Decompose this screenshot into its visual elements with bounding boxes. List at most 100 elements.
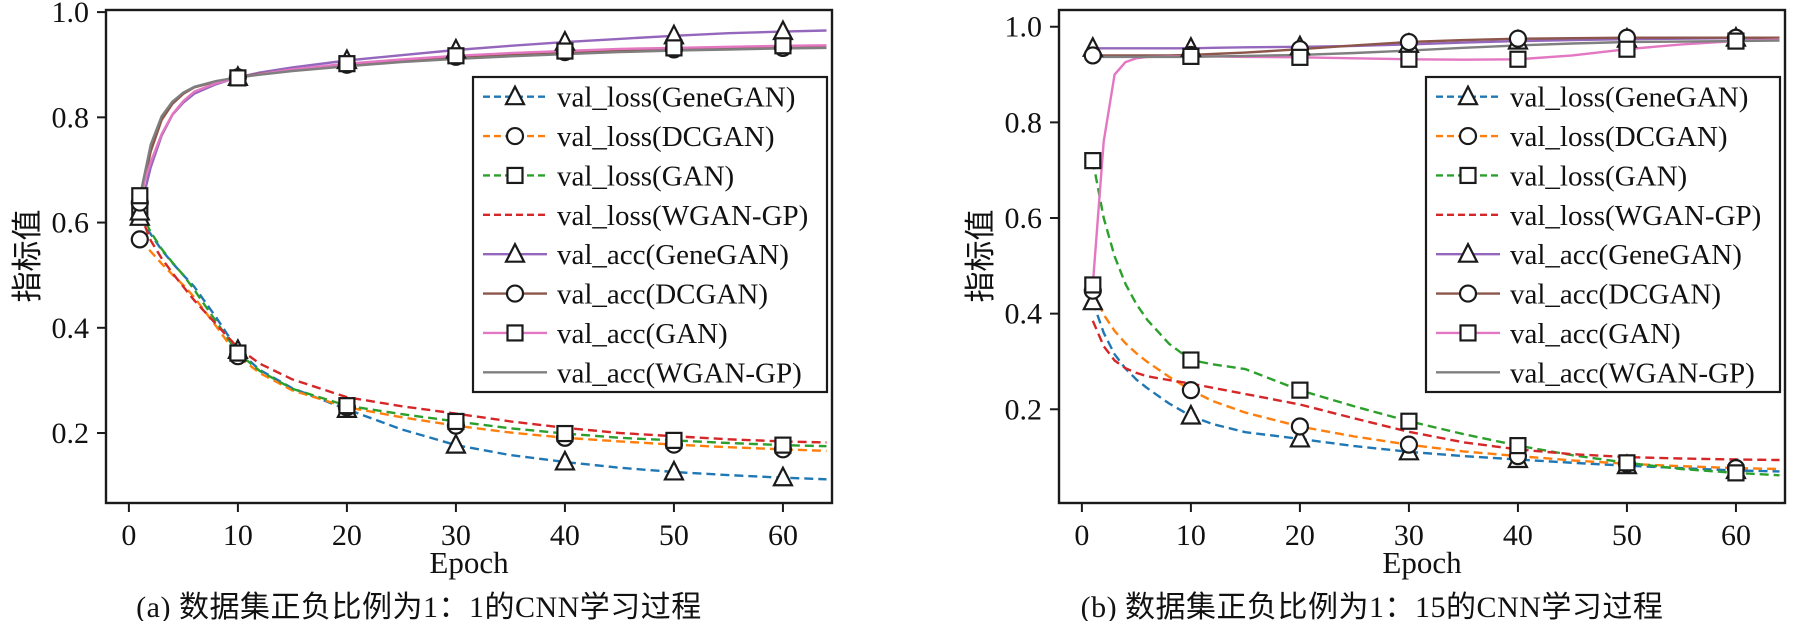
x-axis-label: Epoch <box>429 545 509 580</box>
legend-label: val_loss(GAN) <box>557 160 734 192</box>
triangle-marker <box>1180 403 1202 425</box>
y-tick-label: 0.6 <box>1005 202 1043 235</box>
legend-circle-marker <box>1458 126 1478 146</box>
circle-marker <box>1181 381 1201 400</box>
square-marker <box>1291 381 1309 399</box>
legend-triangle-marker <box>1457 241 1479 263</box>
plot-frame <box>104 8 834 505</box>
x-tick-label: 60 <box>1721 519 1751 552</box>
plot-frame <box>1057 8 1787 505</box>
series-line <box>138 212 827 444</box>
square-marker <box>1727 32 1745 50</box>
legend-label: val_loss(WGAN-GP) <box>557 200 808 232</box>
plot-svg-b: 指标值 Epoch 0 10 20 30 40 50 60 0.2 0.4 0.6 0.8 1.0 va… <box>963 8 1787 580</box>
legend-triangle-marker <box>504 241 526 263</box>
legend-label: val_loss(DCGAN) <box>557 121 775 153</box>
series-line <box>1091 290 1780 471</box>
square-marker <box>338 397 356 415</box>
legend-box <box>1424 75 1782 394</box>
legend-square-marker <box>506 324 524 342</box>
series-line <box>1092 39 1780 59</box>
square-marker <box>229 344 247 362</box>
legend-triangle-marker <box>1457 84 1479 106</box>
square-marker <box>1084 152 1102 170</box>
x-tick-label: 30 <box>1394 519 1424 552</box>
circle-marker <box>1083 46 1102 65</box>
caption-b: (b) 数据集正负比例为1：15的CNN学习过程 <box>1080 591 1664 621</box>
square-marker <box>1509 50 1527 68</box>
y-axis-label: 指标值 <box>10 210 45 303</box>
series-line <box>1091 38 1780 286</box>
square-marker <box>1182 47 1200 65</box>
legend-circle-marker <box>1458 284 1478 303</box>
series-line <box>1091 320 1780 462</box>
square-marker <box>447 412 465 431</box>
y-tick-label: 1.0 <box>52 0 90 29</box>
triangle-marker <box>1081 289 1104 311</box>
square-marker <box>1291 48 1309 66</box>
square-marker <box>1084 276 1102 294</box>
legend-square-marker <box>506 166 524 185</box>
x-tick-label: 40 <box>550 519 580 552</box>
square-marker <box>229 69 247 87</box>
square-marker <box>447 47 465 65</box>
legend-label: val_acc(GeneGAN) <box>557 239 789 271</box>
legend-square-marker <box>1459 324 1477 342</box>
legend: val_loss(GeneGAN) val_loss(DCGAN) val_loss… <box>1424 75 1782 394</box>
y-tick-label: 0.2 <box>1005 393 1043 426</box>
square-marker <box>665 39 683 57</box>
circle-marker <box>1508 29 1528 48</box>
chart-panel-b: 指标值 Epoch 0 10 20 30 40 50 60 0.2 0.4 0.6 0.8 1.0 va… <box>953 0 1817 621</box>
y-tick-label: 0.6 <box>52 207 90 240</box>
square-marker <box>665 431 683 449</box>
series-line <box>1091 160 1780 477</box>
legend-label: val_loss(DCGAN) <box>1510 121 1728 153</box>
square-marker <box>338 55 356 73</box>
series-line <box>138 209 827 448</box>
y-axis-label: 指标值 <box>963 210 998 303</box>
plot-area-a: 0 10 20 30 40 50 60 0.2 0.4 0.6 0.8 1.0 val_loss(Gen… <box>52 0 834 552</box>
series-line <box>138 44 827 197</box>
square-marker <box>1727 464 1745 482</box>
series-line <box>138 46 827 198</box>
square-marker <box>774 37 792 55</box>
legend-label: val_loss(GeneGAN) <box>557 82 795 114</box>
square-marker <box>556 42 574 60</box>
legend-label: val_loss(GeneGAN) <box>1510 82 1748 114</box>
series-line <box>1092 36 1780 57</box>
x-tick-label: 30 <box>441 519 471 552</box>
square-marker <box>1618 40 1636 58</box>
legend-label: val_acc(GAN) <box>557 318 728 350</box>
plot-svg-a: 指标值 Epoch 0 10 20 30 40 50 60 0.2 0.4 0.6 0.8 1.0 va… <box>10 0 834 580</box>
x-tick-label: 10 <box>1176 519 1206 552</box>
y-tick-label: 0.4 <box>52 312 90 345</box>
triangle-marker <box>445 432 467 454</box>
legend-label: val_acc(DCGAN) <box>1510 279 1721 311</box>
legend-label: val_loss(WGAN-GP) <box>1510 200 1761 232</box>
legend-label: val_acc(GeneGAN) <box>1510 239 1742 271</box>
x-tick-label: 60 <box>768 519 798 552</box>
y-tick-label: 0.8 <box>1005 106 1043 139</box>
square-marker <box>1400 50 1418 68</box>
legend-circle-marker <box>505 284 525 303</box>
y-tick-label: 0.2 <box>52 417 90 450</box>
legend-label: val_loss(GAN) <box>1510 160 1687 192</box>
x-tick-label: 20 <box>332 519 362 552</box>
triangle-marker <box>772 465 794 487</box>
legend-label: val_acc(GAN) <box>1510 318 1681 350</box>
square-marker <box>1400 412 1418 430</box>
x-tick-label: 10 <box>223 519 253 552</box>
chart-panel-a: 指标值 Epoch 0 10 20 30 40 50 60 0.2 0.4 0.6 0.8 1.0 va… <box>0 0 864 621</box>
square-marker <box>556 424 574 443</box>
plot-area-b: 0 10 20 30 40 50 60 0.2 0.4 0.6 0.8 1.0 val_loss(Gen… <box>1005 8 1787 552</box>
y-tick-label: 0.8 <box>52 101 90 134</box>
x-axis-label: Epoch <box>1382 545 1462 580</box>
x-tick-label: 50 <box>1612 519 1642 552</box>
triangle-marker <box>1289 426 1311 448</box>
y-tick-label: 1.0 <box>1005 11 1043 44</box>
y-tick-label: 0.4 <box>1005 298 1043 331</box>
square-marker <box>1509 437 1527 455</box>
legend-square-marker <box>1459 166 1477 185</box>
square-marker <box>1182 351 1200 369</box>
